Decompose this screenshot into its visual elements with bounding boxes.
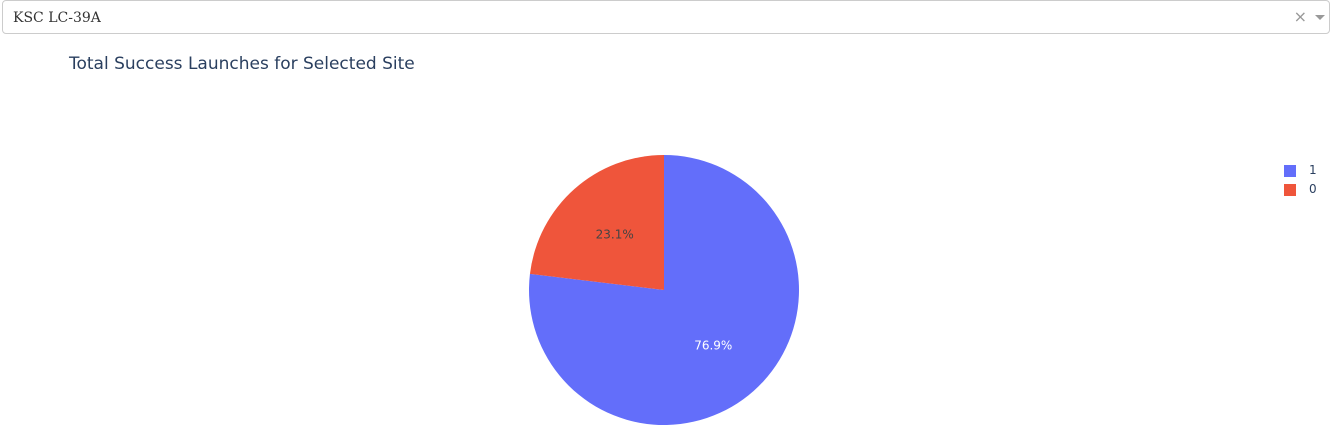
- pie-chart: 76.9% 23.1%: [529, 155, 800, 426]
- launch-site-dropdown[interactable]: KSC LC-39A ×: [2, 0, 1330, 34]
- chart-title: Total Success Launches for Selected Site: [69, 54, 415, 74]
- legend-swatch: [1284, 165, 1296, 177]
- pie-slice-label-0: 23.1%: [596, 227, 634, 241]
- pie-slice-1[interactable]: [529, 155, 800, 426]
- pie-slice-0[interactable]: [529, 155, 664, 290]
- legend-item-0[interactable]: 0: [1283, 182, 1328, 201]
- legend-label: 1: [1309, 163, 1317, 177]
- pie-slice-label-1: 76.9%: [694, 339, 732, 353]
- legend-item-1[interactable]: 1: [1283, 163, 1328, 182]
- chevron-down-icon[interactable]: [1315, 15, 1325, 20]
- legend-swatch: [1284, 184, 1296, 196]
- legend-label: 0: [1309, 182, 1317, 196]
- dropdown-selected-value: KSC LC-39A: [13, 10, 101, 26]
- clear-icon[interactable]: ×: [1293, 7, 1307, 26]
